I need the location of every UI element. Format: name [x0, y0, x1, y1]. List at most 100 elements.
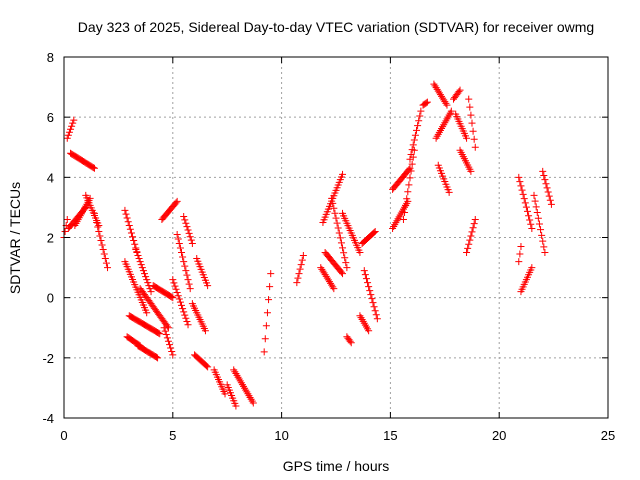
data-point — [320, 269, 328, 277]
data-point — [445, 188, 453, 196]
data-point — [525, 212, 533, 220]
data-point — [174, 292, 182, 300]
data-point — [339, 170, 347, 178]
data-point — [321, 271, 329, 279]
data-segment — [121, 206, 142, 260]
data-point — [468, 228, 476, 236]
data-point — [544, 188, 552, 196]
data-point — [102, 259, 110, 267]
data-point — [410, 136, 418, 144]
data-point — [330, 285, 338, 293]
data-point — [541, 249, 549, 257]
data-point — [67, 125, 75, 133]
data-segment — [67, 149, 98, 172]
data-segment — [450, 86, 464, 103]
data-point — [178, 249, 186, 257]
data-point — [361, 271, 369, 279]
data-point — [262, 322, 270, 330]
data-point — [463, 249, 471, 257]
data-point — [169, 351, 177, 359]
data-point — [183, 271, 191, 279]
data-point — [122, 210, 130, 218]
data-point — [546, 196, 554, 204]
data-point — [132, 246, 140, 254]
data-segment — [321, 249, 347, 278]
data-point — [413, 126, 421, 134]
data-point — [263, 309, 271, 317]
data-point — [336, 234, 344, 242]
data-point — [323, 274, 331, 282]
data-point — [535, 220, 543, 228]
data-point — [466, 103, 474, 111]
data-point — [543, 184, 551, 192]
data-point — [530, 191, 538, 199]
data-segment — [169, 276, 192, 329]
data-point — [324, 276, 332, 284]
data-point — [167, 344, 175, 352]
data-point — [154, 354, 162, 362]
data-point — [538, 231, 546, 239]
data-point — [438, 92, 446, 100]
data-point — [293, 279, 301, 287]
data-point — [296, 265, 304, 273]
data-segment — [465, 95, 479, 151]
data-point — [408, 146, 416, 154]
data-point — [405, 181, 413, 189]
data-point — [465, 240, 473, 248]
data-segment — [517, 264, 536, 296]
data-point — [267, 270, 275, 278]
data-point — [467, 111, 475, 119]
data-point — [65, 128, 73, 136]
data-segment — [389, 197, 412, 232]
data-segment — [193, 255, 212, 290]
data-point — [170, 279, 178, 287]
data-point — [142, 273, 150, 281]
data-point — [399, 215, 407, 223]
x-tick-label: 10 — [274, 428, 288, 443]
data-point — [173, 289, 181, 297]
data-point — [180, 212, 188, 220]
data-segment — [389, 164, 414, 193]
data-point — [163, 334, 171, 342]
data-point — [431, 82, 439, 90]
data-point — [408, 160, 416, 168]
data-point — [409, 141, 417, 149]
data-point — [172, 199, 180, 207]
data-point — [175, 240, 183, 248]
data-point — [468, 119, 476, 127]
data-point — [465, 95, 473, 103]
data-point — [134, 252, 142, 260]
data-point — [329, 283, 337, 291]
data-point — [414, 122, 422, 130]
data-point — [470, 135, 478, 143]
data-segment — [463, 215, 479, 257]
data-point — [184, 226, 192, 234]
data-point — [63, 215, 71, 223]
x-tick-label: 5 — [169, 428, 176, 443]
data-point — [528, 224, 536, 232]
data-point — [176, 298, 184, 306]
data-point — [93, 218, 101, 226]
data-point — [185, 229, 193, 237]
data-segment — [539, 167, 555, 208]
data-point — [528, 264, 536, 272]
data-point — [547, 200, 555, 208]
data-point — [370, 303, 378, 311]
x-axis-label: GPS time / hours — [283, 458, 390, 474]
data-point — [99, 246, 107, 254]
data-point — [143, 276, 151, 284]
data-point — [136, 258, 144, 266]
data-point — [464, 244, 472, 252]
data-point — [370, 228, 378, 236]
data-segment — [134, 342, 162, 362]
data-point — [439, 94, 447, 102]
data-point — [402, 202, 410, 210]
data-point — [518, 186, 526, 194]
data-segment — [358, 227, 379, 248]
data-point — [187, 236, 195, 244]
data-point — [373, 315, 381, 323]
data-point — [104, 264, 112, 272]
data-point — [130, 237, 138, 245]
data-point — [173, 197, 181, 205]
data-point — [162, 331, 170, 339]
